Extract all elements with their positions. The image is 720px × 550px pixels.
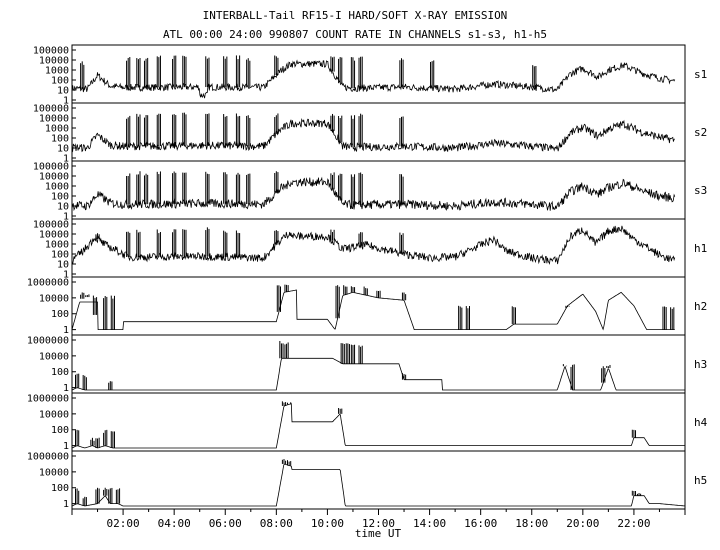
y-tick-label: 100: [51, 76, 69, 87]
y-tick-label: 100: [51, 425, 69, 436]
y-tick-label: 1000000: [27, 394, 69, 405]
panel-frame-h1: [71, 218, 686, 278]
chart-title: INTERBALL-Tail RF15-I HARD/SOFT X-RAY EM…: [203, 9, 508, 22]
y-tick-label: 10000: [39, 351, 69, 362]
y-tick-label: 1000: [45, 124, 69, 135]
y-tick-label: 1: [63, 212, 69, 223]
y-tick-label: 1000: [45, 66, 69, 77]
x-tick-label: 22:00: [617, 517, 650, 530]
x-tick-label: 20:00: [566, 517, 599, 530]
y-tick-label: 100000: [33, 46, 69, 57]
x-axis: 02:00 04:00 06:00 08:00 10:00 12:00 14:00 16:00…: [71, 509, 686, 530]
panel-h5: 1000000 10000 100 1 h5: [27, 450, 707, 510]
series-line-s2: [71, 118, 675, 153]
panel-frame-s3: [71, 160, 686, 220]
panel-h3: 1000000 10000 100 1 h3: [27, 334, 707, 394]
y-tick-label: 100: [51, 250, 69, 261]
series-line-s3: [71, 176, 676, 212]
y-tick-label: 10: [57, 86, 69, 97]
y-tick-label: 1: [63, 270, 69, 281]
y-tick-label: 1: [63, 154, 69, 165]
series-label-h5: h5: [694, 474, 707, 487]
y-tick-label: 100000: [33, 220, 69, 231]
y-tick-label: 100: [51, 309, 69, 320]
series-line-h1: [71, 225, 676, 265]
series-line-h4: [71, 403, 685, 449]
y-tick-label: 1000: [45, 182, 69, 193]
y-tick-label: 1: [63, 383, 69, 394]
series-label-s1: s1: [694, 68, 707, 81]
y-tick-label: 1000000: [27, 278, 69, 289]
y-tick-label: 10000: [39, 172, 69, 183]
panel-frame-h4: [71, 392, 686, 452]
x-tick-label: 18:00: [515, 517, 548, 530]
series-label-s2: s2: [694, 126, 707, 139]
y-tick-label: 100: [51, 367, 69, 378]
panel-frame-h5: [71, 450, 686, 510]
y-tick-label: 100: [51, 134, 69, 145]
series-label-h1: h1: [694, 242, 707, 255]
y-tick-label: 1000000: [27, 452, 69, 463]
series-label-h3: h3: [694, 358, 707, 371]
y-tick-label: 10000: [39, 114, 69, 125]
series-line-s1: [71, 59, 676, 99]
y-tick-label: 100: [51, 192, 69, 203]
chart-subtitle: ATL 00:00 24:00 990807 COUNT RATE IN CHA…: [163, 28, 547, 41]
series-label-h4: h4: [694, 416, 708, 429]
panel-frame-h2: [71, 276, 686, 336]
y-tick-label: 1: [63, 325, 69, 336]
series-line-h3: [71, 357, 685, 391]
x-tick-label: 10:00: [311, 517, 344, 530]
x-tick-label: 02:00: [107, 517, 140, 530]
y-tick-label: 1000: [45, 240, 69, 251]
y-tick-label: 100: [51, 483, 69, 494]
y-tick-label: 1: [63, 441, 69, 452]
y-tick-label: 10: [57, 260, 69, 271]
x-tick-label: 16:00: [464, 517, 497, 530]
series-line-h2: [71, 289, 675, 331]
panel-h2: 1000000 10000 100 1 h2: [27, 276, 707, 336]
panels-group: 100000100001000100101s110000010000100010…: [27, 44, 708, 510]
panel-frame-s2: [71, 102, 686, 162]
x-tick-label: 04:00: [158, 517, 191, 530]
series-label-s3: s3: [694, 184, 707, 197]
y-tick-label: 100000: [33, 104, 69, 115]
series-line-h5: [71, 463, 686, 507]
y-tick-label: 1: [63, 499, 69, 510]
x-axis-label: time UT: [355, 527, 402, 540]
x-tick-label: 14:00: [413, 517, 446, 530]
y-tick-label: 10: [57, 202, 69, 213]
y-tick-label: 1: [63, 96, 69, 107]
x-tick-label: 12:00: [362, 517, 395, 530]
y-tick-label: 10000: [39, 467, 69, 478]
x-tick-label: 06:00: [209, 517, 242, 530]
y-tick-label: 10000: [39, 409, 69, 420]
y-tick-label: 10: [57, 144, 69, 155]
y-tick-label: 10000: [39, 56, 69, 67]
y-tick-label: 10000: [39, 293, 69, 304]
y-tick-label: 100000: [33, 162, 69, 173]
y-tick-label: 1000000: [27, 336, 69, 347]
y-tick-label: 10000: [39, 230, 69, 241]
series-label-h2: h2: [694, 300, 707, 313]
panel-h4: 1000000 10000 100 1 h4: [27, 392, 708, 452]
x-tick-label: 08:00: [260, 517, 293, 530]
